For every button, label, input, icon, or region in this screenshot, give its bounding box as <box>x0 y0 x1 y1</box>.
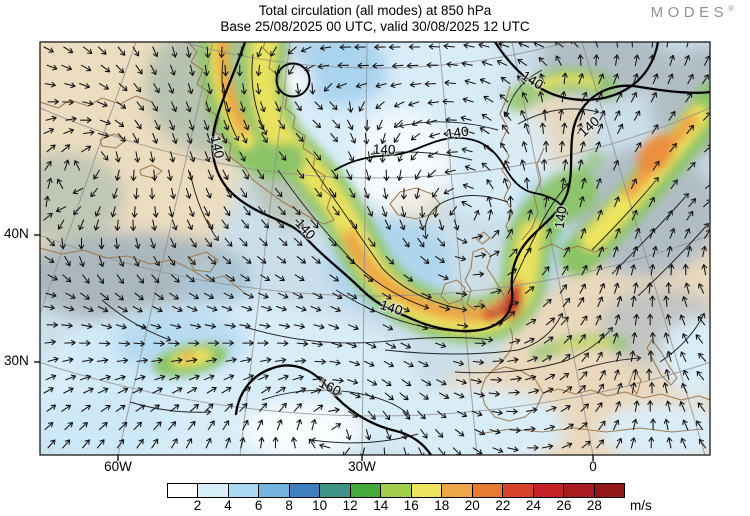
colorbar-tick-label: 8 <box>285 498 293 513</box>
contour-label: 140 <box>373 142 396 158</box>
jet-bands-layer <box>152 42 710 377</box>
colorbar-cell <box>198 483 229 498</box>
colorbar-cell <box>167 483 199 498</box>
registered-mark: ® <box>728 4 734 13</box>
colorbar-cell <box>381 483 412 498</box>
colorbar-cell <box>472 483 504 498</box>
modes-logo: MODES® <box>651 4 734 21</box>
lon-axis-label: 0 <box>589 459 597 474</box>
colorbar-tick-label: 22 <box>495 498 511 513</box>
colorbar <box>167 483 626 498</box>
contour-label: 140 <box>208 134 227 159</box>
colorbar-tick-label: 2 <box>193 498 202 513</box>
colorbar-tick-label: 26 <box>556 498 572 513</box>
lat-axis-label: 40N <box>4 226 29 241</box>
colorbar-unit: m/s <box>630 498 652 513</box>
chart-title: Total circulation (all modes) at 850 hPa <box>258 3 492 18</box>
colorbar-cell <box>564 483 595 498</box>
colorbar-tick-label: 12 <box>342 498 358 513</box>
colorbar-cell <box>594 483 626 498</box>
colorbar-tick-label: 10 <box>312 498 328 513</box>
lon-axis-label: 30W <box>348 459 376 474</box>
colorbar-cell <box>228 483 260 498</box>
colorbar-tick-label: 4 <box>224 498 232 513</box>
colorbar-tick-label: 6 <box>254 498 263 513</box>
colorbar-cell <box>320 483 351 498</box>
contour-label: 140 <box>445 124 469 142</box>
colorbar-cell <box>289 483 321 498</box>
colorbar-tick-label: 28 <box>586 498 602 513</box>
colorbar-cell <box>442 483 473 498</box>
chart-subtitle: Base 25/08/2025 00 UTC, valid 30/08/2025… <box>220 19 530 34</box>
colorbar-cell <box>503 483 534 498</box>
lat-axis-label: 30N <box>4 353 29 368</box>
colorbar-tick-label: 16 <box>403 498 419 513</box>
map-border <box>39 41 711 456</box>
colorbar-cell <box>350 483 382 498</box>
lon-axis-label: 60W <box>104 459 132 474</box>
colorbar-cell <box>259 483 290 498</box>
colorbar-cell <box>533 483 565 498</box>
wind-vector-arrows <box>43 42 710 455</box>
title-block: Total circulation (all modes) at 850 hPa… <box>40 3 710 35</box>
colorbar-tick-label: 14 <box>373 498 389 513</box>
colorbar-tick-label: 24 <box>525 498 541 513</box>
colorbar-cell <box>411 483 443 498</box>
modes-logo-text: MODES <box>650 4 729 21</box>
map-frame: 140 140 140 140 140 140 140 140 160 <box>34 41 711 461</box>
wind-streamlines <box>101 53 709 444</box>
axis-ticks <box>34 234 594 461</box>
colorbar-tick-label: 18 <box>434 498 450 513</box>
colorbar-tick-label: 20 <box>464 498 480 513</box>
contour-label: 140 <box>552 205 570 229</box>
